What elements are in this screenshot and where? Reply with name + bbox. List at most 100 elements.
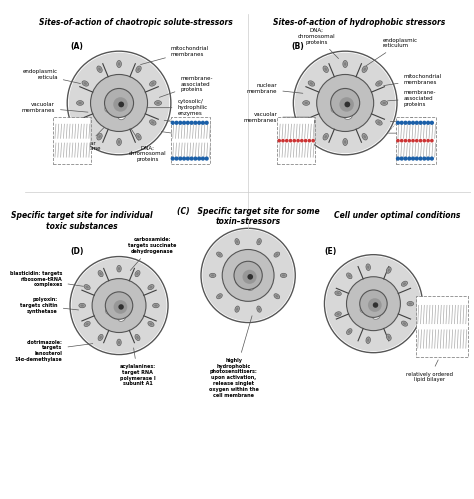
Ellipse shape (281, 273, 287, 277)
Ellipse shape (135, 334, 140, 340)
Ellipse shape (310, 82, 313, 85)
Ellipse shape (150, 120, 156, 125)
Ellipse shape (97, 134, 102, 140)
Text: blasticidin: targets
ribosome-tRNA
complexes: blasticidin: targets ribosome-tRNA compl… (10, 271, 83, 287)
Ellipse shape (383, 102, 386, 104)
Circle shape (113, 97, 128, 112)
Circle shape (69, 53, 169, 153)
Circle shape (205, 121, 208, 124)
Circle shape (430, 157, 433, 160)
Circle shape (243, 270, 256, 284)
Circle shape (286, 140, 288, 142)
Ellipse shape (217, 252, 222, 257)
Ellipse shape (150, 81, 156, 86)
Ellipse shape (236, 277, 243, 284)
Circle shape (194, 157, 197, 160)
Ellipse shape (118, 267, 120, 270)
Circle shape (427, 121, 429, 124)
Ellipse shape (343, 60, 347, 67)
Ellipse shape (401, 321, 408, 326)
Ellipse shape (388, 268, 390, 272)
Ellipse shape (149, 286, 153, 288)
Circle shape (198, 157, 201, 160)
Bar (397, 118, 435, 163)
Ellipse shape (81, 304, 84, 307)
Ellipse shape (149, 323, 153, 325)
Text: Specific target site for individual
toxic substances: Specific target site for individual toxi… (10, 212, 152, 231)
Circle shape (293, 140, 295, 142)
Ellipse shape (324, 67, 327, 71)
Ellipse shape (111, 294, 119, 301)
Circle shape (190, 157, 193, 160)
Ellipse shape (118, 314, 126, 321)
Circle shape (408, 140, 410, 142)
Text: membrane-
associated
proteins: membrane- associated proteins (388, 90, 436, 107)
Ellipse shape (117, 265, 121, 272)
Ellipse shape (118, 341, 120, 344)
Text: (B): (B) (292, 42, 304, 51)
Circle shape (186, 157, 189, 160)
Ellipse shape (363, 67, 366, 71)
Ellipse shape (376, 81, 382, 86)
Ellipse shape (372, 312, 380, 319)
Ellipse shape (153, 303, 159, 308)
Text: (E): (E) (324, 247, 337, 256)
Ellipse shape (98, 270, 103, 277)
Ellipse shape (257, 306, 261, 312)
Ellipse shape (79, 303, 85, 308)
Ellipse shape (401, 281, 408, 286)
Ellipse shape (240, 264, 248, 271)
Ellipse shape (137, 67, 140, 71)
Ellipse shape (365, 292, 373, 299)
Circle shape (419, 157, 422, 160)
Ellipse shape (85, 286, 89, 288)
Text: endoplasmic
reticulum: endoplasmic reticulum (366, 37, 418, 66)
Text: vacuolar
membranes: vacuolar membranes (22, 102, 88, 113)
Circle shape (346, 277, 401, 331)
Circle shape (408, 121, 410, 124)
Text: Sites-of-action of chaotropic solute-stressors: Sites-of-action of chaotropic solute-str… (39, 18, 233, 27)
Ellipse shape (98, 67, 101, 71)
Text: mitochondrial
membranes: mitochondrial membranes (384, 74, 442, 86)
Ellipse shape (403, 282, 406, 285)
Bar (396, 117, 436, 164)
Ellipse shape (76, 101, 83, 105)
Ellipse shape (82, 81, 89, 86)
Ellipse shape (274, 294, 280, 299)
Text: mitochondrial
membranes: mitochondrial membranes (141, 46, 209, 64)
Circle shape (91, 74, 147, 131)
Ellipse shape (304, 102, 308, 104)
Ellipse shape (335, 291, 341, 295)
Ellipse shape (377, 121, 381, 124)
Circle shape (423, 157, 426, 160)
Ellipse shape (377, 82, 381, 85)
Ellipse shape (210, 273, 216, 277)
Ellipse shape (363, 135, 366, 138)
Text: Sites-of-action of hydrophobic stressors: Sites-of-action of hydrophobic stressors (273, 18, 446, 27)
Text: plasma
membrane: plasma membrane (161, 131, 208, 141)
Ellipse shape (148, 284, 154, 289)
Circle shape (404, 121, 407, 124)
Ellipse shape (409, 302, 412, 305)
Circle shape (419, 121, 422, 124)
Ellipse shape (98, 135, 101, 138)
Ellipse shape (218, 295, 221, 297)
Ellipse shape (346, 273, 352, 279)
Text: highly
hydrophobic
photosensitisers:
upon activation,
release singlet
oxygen wit: highly hydrophobic photosensitisers: upo… (209, 316, 259, 398)
Ellipse shape (236, 240, 238, 244)
Ellipse shape (308, 81, 315, 86)
Circle shape (194, 121, 197, 124)
Ellipse shape (211, 274, 214, 276)
Ellipse shape (235, 239, 239, 245)
Circle shape (304, 140, 307, 142)
Circle shape (312, 140, 314, 142)
Ellipse shape (117, 139, 121, 146)
Ellipse shape (275, 295, 278, 297)
Circle shape (118, 304, 124, 310)
Ellipse shape (323, 134, 328, 140)
Circle shape (114, 300, 128, 314)
Ellipse shape (148, 321, 154, 326)
Text: nuclear
membrane: nuclear membrane (247, 83, 303, 94)
Circle shape (201, 157, 204, 160)
Ellipse shape (156, 102, 160, 104)
